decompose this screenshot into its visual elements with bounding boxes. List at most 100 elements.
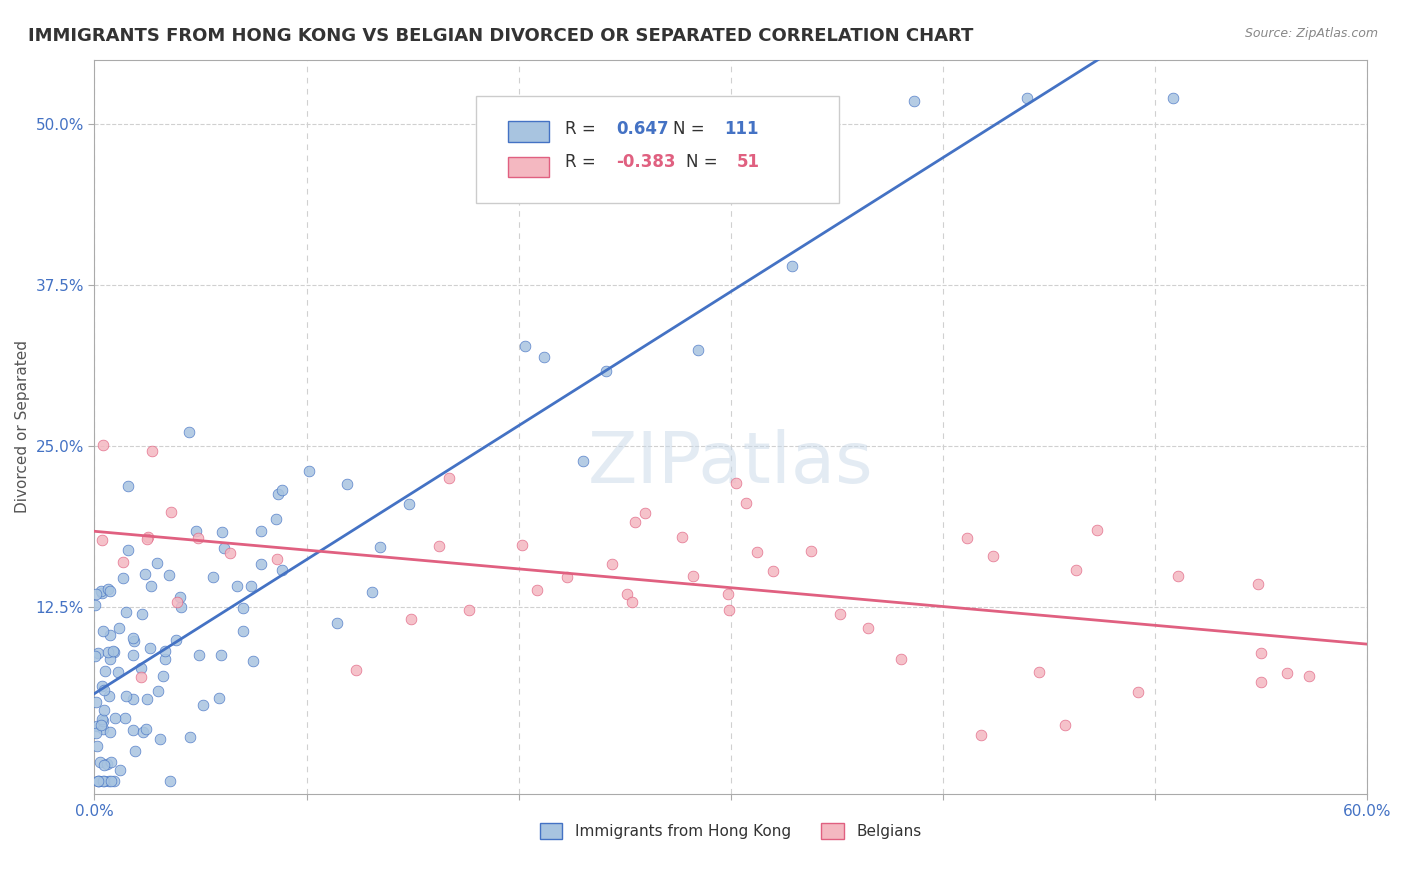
- Point: [212, 541, 235, 555]
- Point: [103, 644, 125, 658]
- Point: [112, 571, 135, 585]
- Point: [141, 444, 163, 458]
- Point: [1085, 523, 1108, 537]
- Point: [179, 730, 201, 744]
- Point: [266, 552, 288, 566]
- Point: [981, 549, 1004, 563]
- Point: [188, 648, 211, 662]
- Point: [970, 729, 993, 743]
- Point: [267, 486, 290, 500]
- Point: [107, 665, 129, 679]
- Point: [512, 538, 534, 552]
- Point: [1250, 646, 1272, 660]
- Point: [368, 540, 391, 554]
- Text: -0.383: -0.383: [616, 153, 676, 171]
- Point: [250, 557, 273, 571]
- Point: [187, 531, 209, 545]
- Text: R =: R =: [565, 120, 602, 138]
- Point: [361, 585, 384, 599]
- Point: [956, 532, 979, 546]
- Point: [762, 564, 785, 578]
- Point: [671, 531, 693, 545]
- Point: [249, 524, 271, 539]
- Point: [890, 651, 912, 665]
- Point: [91, 533, 114, 547]
- Point: [98, 689, 121, 703]
- Point: [1246, 577, 1268, 591]
- Point: [218, 546, 240, 560]
- Point: [526, 582, 548, 597]
- Point: [208, 690, 231, 705]
- Point: [271, 563, 294, 577]
- Point: [688, 343, 710, 358]
- Point: [146, 684, 169, 698]
- Point: [616, 587, 638, 601]
- Text: N =: N =: [686, 153, 723, 171]
- Point: [336, 477, 359, 491]
- Point: [513, 339, 536, 353]
- Point: [110, 763, 132, 777]
- Point: [157, 568, 180, 582]
- Point: [90, 679, 112, 693]
- Point: [209, 648, 232, 663]
- Point: [124, 744, 146, 758]
- Text: N =: N =: [673, 120, 710, 138]
- Point: [91, 624, 114, 638]
- Point: [98, 724, 121, 739]
- Point: [717, 602, 740, 616]
- Point: [122, 648, 145, 662]
- Point: [800, 544, 823, 558]
- Point: [134, 566, 156, 581]
- Point: [239, 579, 262, 593]
- Point: [96, 756, 118, 771]
- Point: [93, 664, 115, 678]
- Text: 51: 51: [737, 153, 761, 171]
- Point: [344, 664, 367, 678]
- Point: [87, 774, 110, 789]
- Point: [86, 719, 108, 733]
- Point: [170, 599, 193, 614]
- Point: [131, 607, 153, 621]
- Point: [186, 524, 208, 538]
- Point: [166, 594, 188, 608]
- Point: [1017, 91, 1039, 105]
- Legend: Immigrants from Hong Kong, Belgians: Immigrants from Hong Kong, Belgians: [533, 817, 928, 845]
- Point: [122, 691, 145, 706]
- Point: [1064, 563, 1087, 577]
- Point: [84, 648, 107, 663]
- Point: [117, 543, 139, 558]
- Point: [98, 774, 121, 789]
- Point: [84, 587, 107, 601]
- Text: R =: R =: [565, 153, 602, 171]
- Point: [91, 722, 114, 736]
- Text: ZIPatlas: ZIPatlas: [588, 429, 873, 498]
- Point: [90, 584, 112, 599]
- Point: [533, 350, 555, 364]
- Point: [903, 94, 925, 108]
- Point: [100, 755, 122, 769]
- Point: [858, 621, 880, 635]
- Text: 111: 111: [724, 120, 759, 138]
- Point: [1298, 669, 1320, 683]
- Point: [139, 640, 162, 655]
- Point: [86, 725, 108, 739]
- Point: [398, 497, 420, 511]
- Point: [623, 515, 645, 529]
- FancyBboxPatch shape: [477, 96, 839, 202]
- Point: [1161, 91, 1184, 105]
- Point: [600, 557, 623, 571]
- Point: [149, 731, 172, 746]
- Point: [86, 739, 108, 754]
- Point: [86, 695, 108, 709]
- Point: [682, 569, 704, 583]
- Text: 0.647: 0.647: [616, 120, 669, 138]
- Point: [747, 545, 769, 559]
- Point: [93, 682, 115, 697]
- Point: [555, 570, 578, 584]
- Point: [439, 471, 461, 485]
- Point: [458, 603, 481, 617]
- Point: [91, 714, 114, 728]
- Point: [84, 598, 107, 612]
- Point: [139, 579, 162, 593]
- Point: [1167, 569, 1189, 583]
